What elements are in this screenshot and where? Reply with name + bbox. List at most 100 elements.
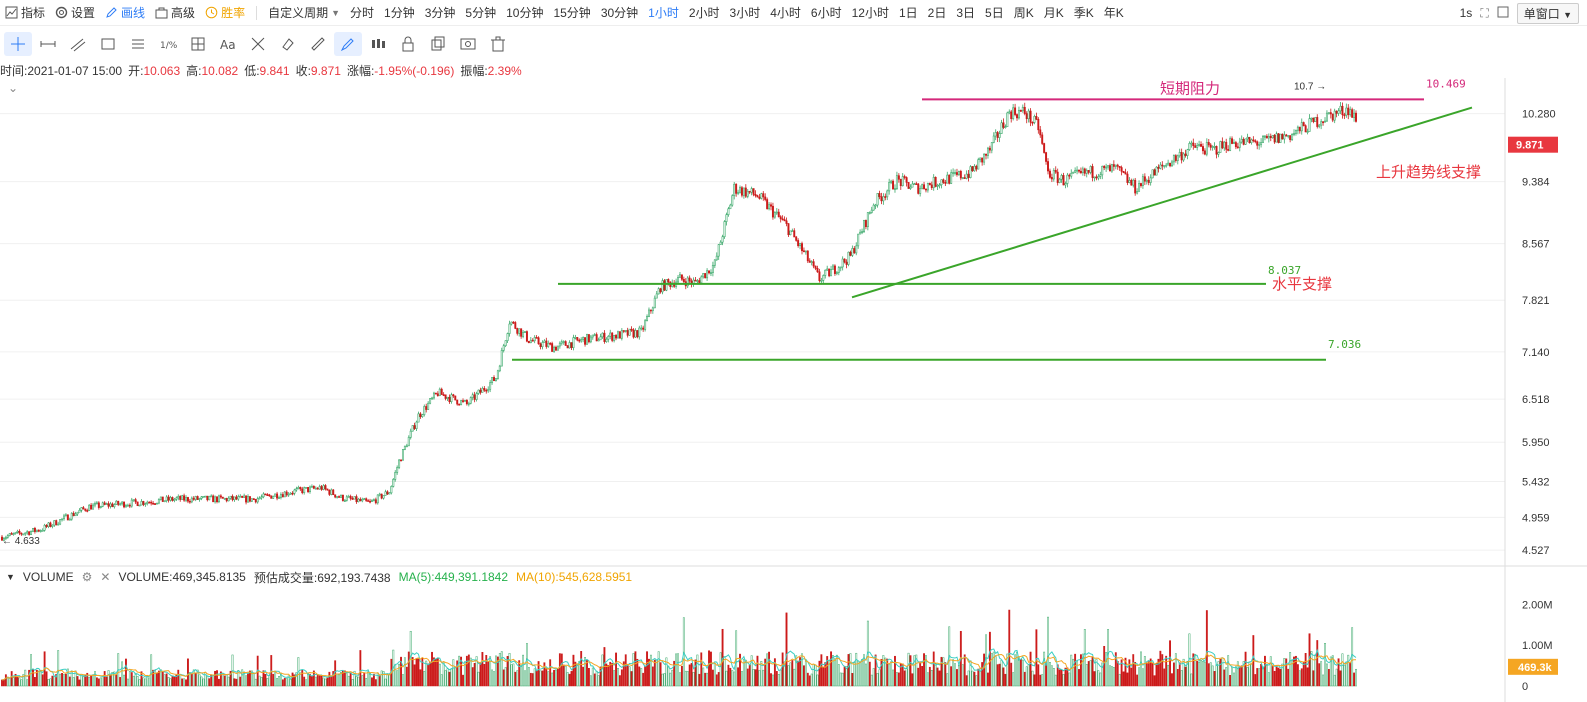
collapse-chevron-icon[interactable]: ▼ (6, 572, 15, 582)
candle-body (525, 331, 528, 342)
volume-bar (516, 670, 519, 687)
brush-tool[interactable] (334, 32, 362, 56)
period-13[interactable]: 1日 (898, 6, 918, 20)
volume-bar (320, 675, 323, 687)
period-9[interactable]: 3小时 (729, 6, 761, 20)
parallel-lines-tool[interactable] (124, 32, 152, 56)
candle-body (270, 495, 273, 499)
window-restore-icon[interactable] (1497, 6, 1509, 21)
open-info: 开:10.063 (128, 62, 180, 78)
period-1[interactable]: 1分钟 (384, 6, 415, 20)
low-info: 低:9.841 (244, 62, 289, 78)
period-5[interactable]: 15分钟 (553, 6, 591, 20)
period-6[interactable]: 30分钟 (600, 6, 639, 20)
candle-body (576, 337, 579, 341)
candle-body (462, 400, 464, 402)
period-4[interactable]: 10分钟 (506, 6, 544, 20)
volume-bar (157, 670, 160, 687)
volume-bar (1349, 662, 1352, 687)
screenshot-tool[interactable] (454, 32, 482, 56)
candle-body (1234, 142, 1237, 148)
close-icon[interactable]: ✕ (100, 570, 111, 584)
horizontal-line-tool[interactable] (34, 32, 62, 56)
candle-body (659, 288, 662, 293)
candle-body (268, 494, 271, 497)
fibonacci-tool[interactable]: 1/% (154, 32, 182, 56)
winrate-button[interactable]: 胜率 (200, 4, 250, 21)
window-mode-dropdown[interactable]: 单窗口 ▼ (1516, 2, 1579, 24)
period-7[interactable]: 1小时 (648, 6, 679, 20)
volume-bar (890, 661, 893, 687)
delete-tool[interactable] (484, 32, 512, 56)
period-11[interactable]: 6小时 (810, 6, 842, 20)
volume-bar (673, 660, 676, 687)
volume-bar (316, 674, 319, 687)
volume-bar (1091, 656, 1094, 687)
fullscreen-icon[interactable]: ⛶ (1480, 5, 1489, 20)
candle-body (814, 265, 817, 269)
period-15[interactable]: 3日 (956, 6, 976, 20)
trend-line-tool[interactable] (64, 32, 92, 56)
period-20[interactable]: 年K (1103, 6, 1124, 20)
rectangle-tool[interactable] (94, 32, 122, 56)
candle-body (1021, 106, 1024, 112)
draw-button[interactable]: 画线 (100, 4, 150, 21)
text-tool[interactable]: Aa (214, 32, 242, 56)
volume-bar (39, 669, 42, 687)
period-17[interactable]: 周K (1013, 6, 1034, 20)
volume-bar (287, 675, 290, 687)
volume-bar (655, 659, 658, 687)
volume-bar (1136, 674, 1139, 687)
svg-text:1/%: 1/% (160, 41, 177, 51)
amplitude-info: 振幅:2.39% (460, 62, 521, 78)
volume-bar (593, 673, 596, 687)
period-3[interactable]: 5分钟 (465, 6, 497, 20)
volume-bar (1, 679, 3, 687)
candle-body (793, 230, 796, 238)
period-0[interactable]: 分时 (350, 6, 375, 20)
low-marker: ← 4.633 (2, 536, 40, 547)
custom-period-dropdown[interactable]: 自定义周期 ▼ (263, 4, 345, 21)
measure-tool[interactable] (184, 32, 212, 56)
period-19[interactable]: 季K (1073, 6, 1094, 20)
magnet-tool[interactable] (274, 32, 302, 56)
gear-icon[interactable]: ⚙ (81, 570, 93, 584)
candle-body (1227, 149, 1230, 151)
period-10[interactable]: 4小时 (770, 6, 801, 20)
refresh-interval[interactable]: 1s (1459, 6, 1473, 20)
candle-body (737, 191, 740, 194)
volume-bar (727, 664, 730, 687)
period-16[interactable]: 5日 (985, 6, 1004, 20)
period-2[interactable]: 3分钟 (424, 6, 456, 20)
candle-body (1045, 152, 1048, 162)
volume-bar (597, 675, 600, 687)
lock-tool[interactable] (394, 32, 422, 56)
volume-bar (272, 673, 275, 687)
volume-bar (45, 671, 48, 687)
period-14[interactable]: 2日 (927, 6, 947, 20)
volume-bar (423, 671, 426, 687)
pattern-tool[interactable] (244, 32, 272, 56)
candle-body (217, 495, 220, 503)
candle-body (1136, 191, 1139, 194)
copy-tool[interactable] (424, 32, 452, 56)
period-8[interactable]: 2小时 (688, 6, 720, 20)
volume-bar (1099, 672, 1102, 687)
volume-bar (1347, 654, 1350, 687)
crosshair-tool[interactable] (4, 32, 32, 56)
period-18[interactable]: 月K (1043, 6, 1064, 20)
candle-body (758, 196, 761, 199)
ruler-tool[interactable] (304, 32, 332, 56)
volume-bar (917, 667, 920, 687)
volume-bar (580, 651, 583, 687)
volume-value: VOLUME:469,345.8135 (118, 570, 246, 584)
top-toolbar: 指标 设置 画线 高级 胜率 自定义周期 ▼ 分时 1分钟 3分钟 5分钟 10分钟 15… (0, 0, 1587, 26)
period-12[interactable]: 12小时 (851, 6, 889, 20)
indicators-button[interactable]: 指标 (0, 4, 50, 21)
candle-body (979, 157, 982, 160)
settings-button[interactable]: 设置 (50, 4, 100, 21)
volume-bar (934, 663, 937, 687)
advanced-button[interactable]: 高级 (150, 4, 200, 21)
kline-chart[interactable]: 10.280 9.384 8.567 7.821 7.140 6.518 5.950 5.43… (0, 78, 1587, 702)
candle-tool[interactable] (364, 32, 392, 56)
